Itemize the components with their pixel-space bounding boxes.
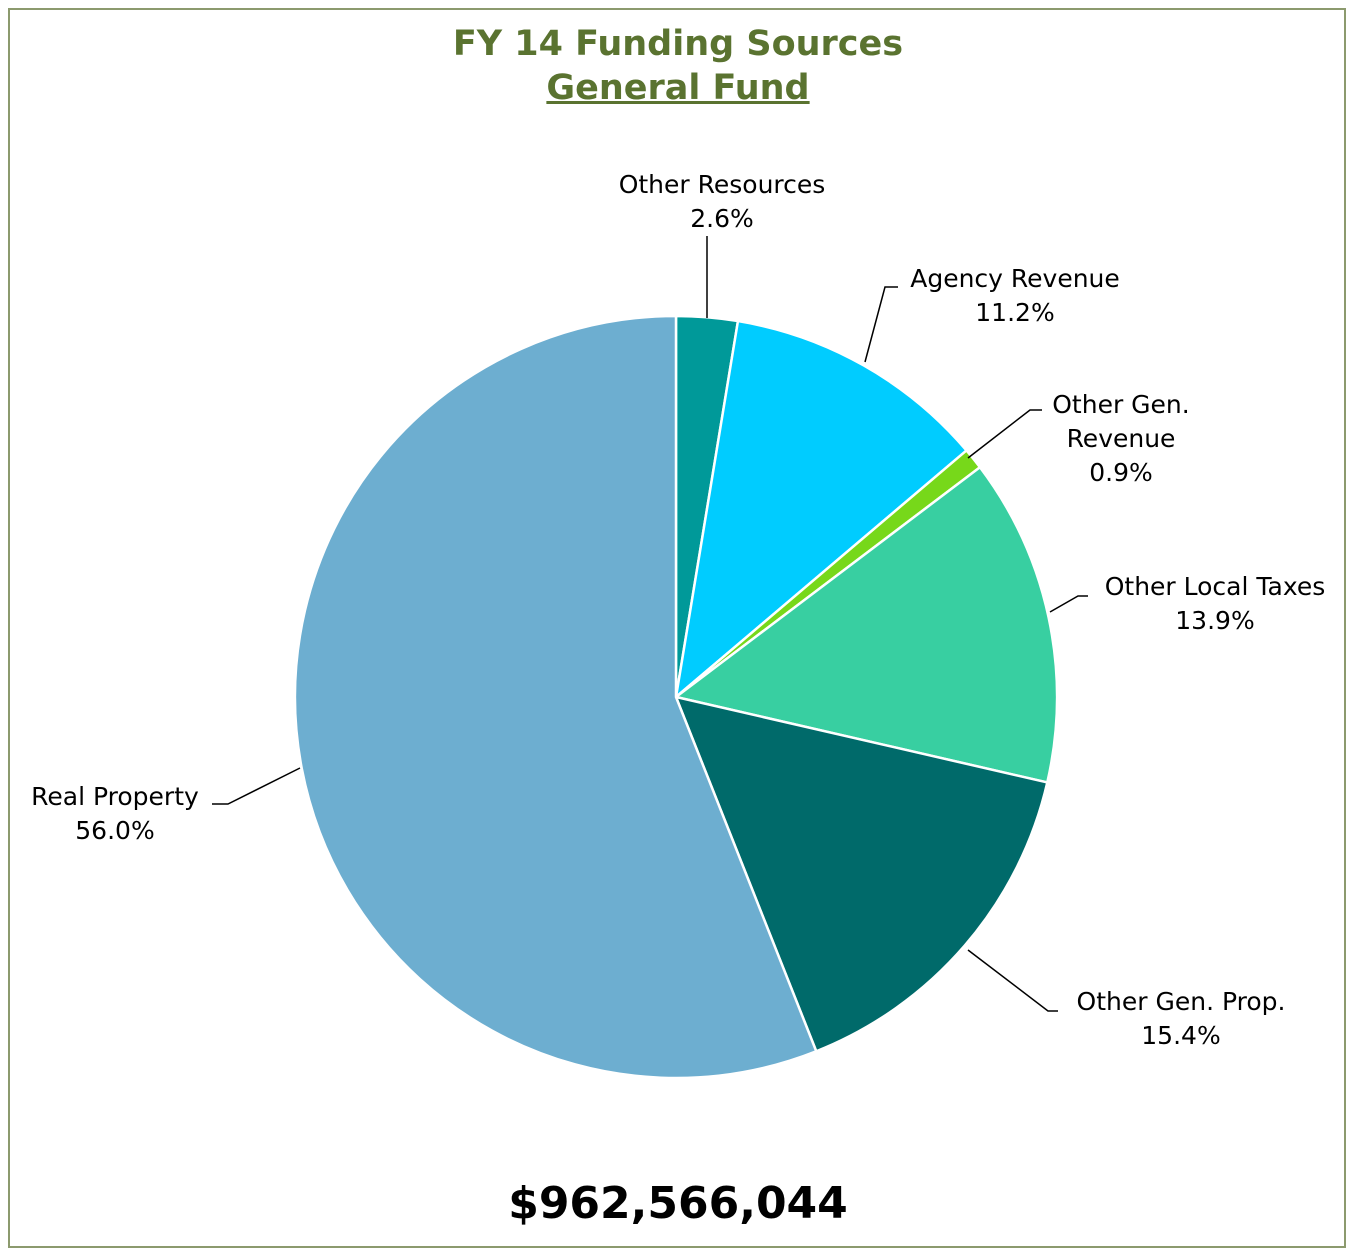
category-label: Agency Revenue [910,264,1120,293]
pie-slice [673,695,1049,1053]
pie-slice [673,465,1059,784]
category-label: Other Local Taxes [1104,572,1326,601]
value-label: 15.4% [1141,1021,1221,1050]
pie-slice [293,314,818,1080]
leader-line [864,286,898,363]
slice-label: Real Property 56.0% [5,780,225,848]
value-label: 13.9% [1175,606,1255,635]
category-label: Other Gen. Revenue [1052,390,1190,453]
pie-slice [674,319,969,701]
chart-title: FY 14 Funding Sources [452,24,904,64]
slice-label: Agency Revenue 11.2% [865,262,1165,330]
leader-line [212,767,301,805]
leader-line [967,409,1042,459]
slice-label: Other Local Taxes 13.9% [1065,570,1356,638]
chart-subtitle: General Fund [546,68,810,108]
slice-label: Other Gen. Prop. 15.4% [1031,985,1331,1053]
category-label: Other Gen. Prop. [1076,987,1286,1016]
value-label: 0.9% [1089,458,1153,487]
category-label: Other Resources [618,170,826,199]
leader-line [1049,595,1088,613]
category-label: Real Property [31,782,199,811]
value-label: 11.2% [975,298,1055,327]
leader-line [967,949,1058,1012]
slice-label: Other Resources 2.6% [572,168,872,236]
value-label: 56.0% [75,816,155,845]
slice-label: Other Gen. Revenue 0.9% [1026,388,1216,490]
total-annotation: $962,566,044 [508,1178,848,1229]
value-label: 2.6% [690,204,754,233]
